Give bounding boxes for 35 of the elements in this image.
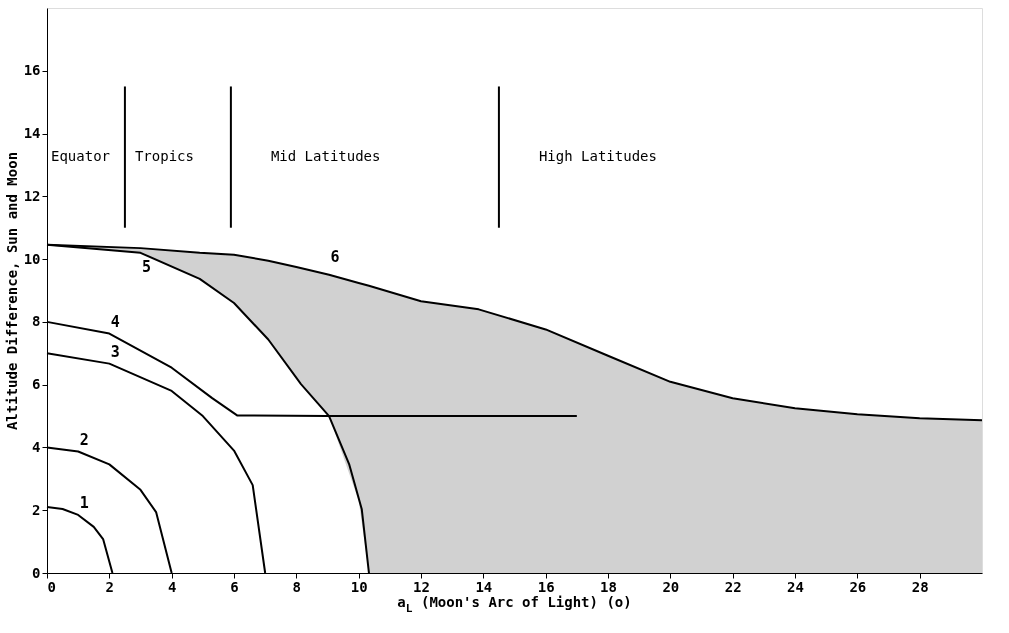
y-tick-label: 8 (32, 313, 41, 330)
x-tick-label: 4 (167, 578, 177, 595)
x-tick-label: 28 (911, 578, 929, 595)
y-tick-label: 2 (32, 501, 41, 518)
series-label: 3 (110, 342, 120, 361)
y-tick-label: 12 (23, 187, 41, 204)
x-tick-label: 20 (662, 578, 680, 595)
series-label: 4 (110, 312, 120, 331)
series-label: 2 (79, 430, 89, 449)
y-tick-label: 4 (32, 438, 41, 455)
y-tick-label: 14 (23, 125, 41, 142)
x-tick-label: 14 (475, 578, 493, 595)
series-label: 6 (330, 247, 340, 266)
x-tick-label: 26 (849, 578, 867, 595)
x-tick-label: 8 (292, 578, 302, 595)
x-tick-label: 24 (787, 578, 804, 595)
x-tick-label: 2 (105, 578, 115, 595)
y-tick-label: 10 (23, 250, 41, 267)
x-tick-label: 18 (600, 578, 617, 595)
x-tick-label: 12 (413, 578, 430, 595)
annotation: High Latitudes (538, 148, 657, 165)
x-tick-label: 0 (47, 578, 56, 595)
annotation: Mid Latitudes (270, 148, 381, 165)
x-tick-label: 10 (350, 578, 368, 595)
x-tick-label: 6 (230, 578, 239, 595)
series-label: 1 (79, 493, 89, 512)
y-tick-label: 6 (32, 376, 41, 393)
x-tick-label: 22 (724, 578, 742, 595)
series-label: 5 (141, 257, 152, 276)
y-tick-label: 0 (32, 564, 41, 581)
annotation: Equator (51, 148, 111, 165)
x-tick-label: 16 (537, 578, 555, 595)
y-axis-title: Altitude Difference, Sun and Moon (3, 151, 20, 431)
y-tick-label: 16 (23, 62, 41, 79)
annotation: Tropics (134, 148, 194, 165)
